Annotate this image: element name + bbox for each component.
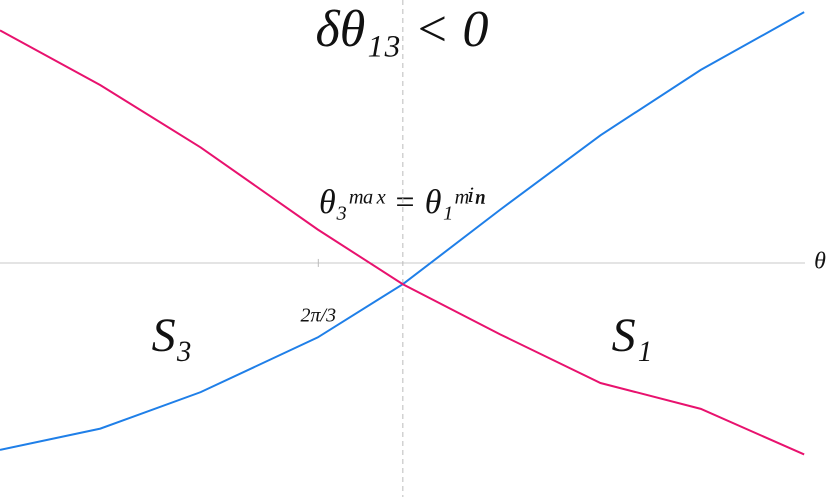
chart-title: δθ₁₃ < 0 [316, 1, 489, 58]
line [0, 11, 805, 451]
region-label: S₃ [152, 309, 193, 362]
annotation: θ₃ᵐᵃˣ = θ₁ᵐⁱⁿ [319, 184, 485, 221]
x-tick-label: 2π/3 [301, 305, 337, 327]
line [0, 29, 805, 456]
x-axis-label: θ [814, 249, 826, 275]
region-label: S₁ [612, 309, 653, 362]
